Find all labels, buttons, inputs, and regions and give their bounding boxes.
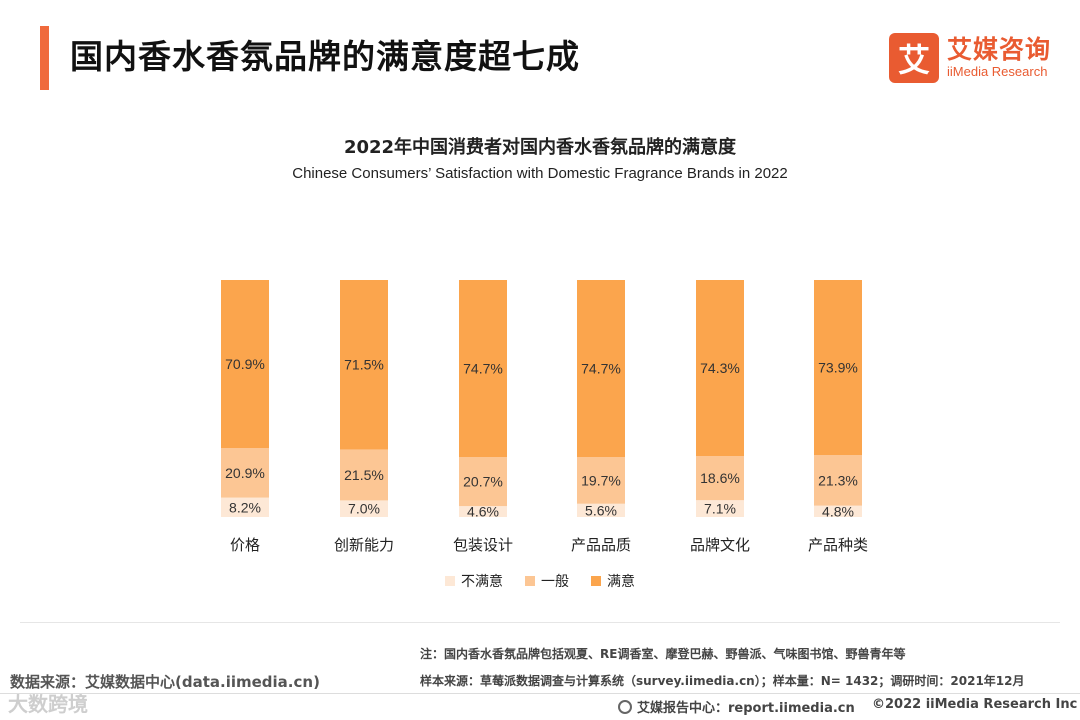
category-label-创新能力: 创新能力 [334,536,394,554]
chart-title: 2022年中国消费者对国内香水香氛品牌的满意度 [343,137,737,158]
data-label-满意-产品种类: 73.9% [818,360,858,376]
footnote: 注：国内香水香氛品牌包括观夏、RE调香室、摩登巴赫、野兽派、气味图书馆、野兽青年… [420,647,906,661]
bar-segment-一般-产品种类 [814,455,862,506]
iimedia-logo: 艾 艾媒咨询 iiMedia Research [889,33,1051,83]
chart-legend: 不满意 一般 满意 [0,571,1080,591]
bar-segment-不满意-产品品质 [577,503,625,517]
legend-swatch-unsatisfied [445,576,455,586]
data-label-一般-产品品质: 19.7% [581,472,621,488]
data-label-满意-包装设计: 74.7% [463,361,503,377]
logo-en: iiMedia Research [947,64,1048,79]
bar-segment-满意-创新能力 [340,280,388,450]
footer-divider [20,622,1060,623]
legend-swatch-satisfied [591,576,601,586]
category-label-产品种类: 产品种类 [808,536,868,554]
bar-segment-满意-包装设计 [459,280,507,458]
copyright: ©2022 iiMedia Research Inc [872,697,1078,712]
data-label-一般-创新能力: 21.5% [344,467,384,483]
chart-subtitle: Chinese Consumers’ Satisfaction with Dom… [292,165,788,182]
data-label-一般-品牌文化: 18.6% [700,470,740,486]
category-label-品牌文化: 品牌文化 [690,536,750,554]
bar-segment-一般-品牌文化 [696,456,744,501]
bottom-bar [0,693,1080,720]
bar-segment-不满意-产品种类 [814,505,862,517]
logo-text: 艾媒咨询 iiMedia Research [947,36,1051,80]
legend-label-satisfied: 满意 [607,574,635,590]
data-label-不满意-产品品质: 5.6% [585,502,617,518]
data-label-不满意-价格: 8.2% [229,499,261,515]
bar-segment-满意-品牌文化 [696,280,744,457]
data-label-一般-价格: 20.9% [225,465,265,481]
data-label-满意-价格: 70.9% [225,356,265,372]
bar-segment-一般-产品品质 [577,457,625,504]
data-label-不满意-品牌文化: 7.1% [704,501,736,517]
category-label-产品品质: 产品品质 [571,536,631,554]
data-source: 数据来源：艾媒数据中心(data.iimedia.cn) [10,673,320,691]
bar-segment-满意-价格 [221,280,269,449]
legend-label-unsatisfied: 不满意 [461,574,503,590]
bar-segment-不满意-价格 [221,497,269,517]
data-label-满意-品牌文化: 74.3% [700,360,740,376]
data-label-不满意-包装设计: 4.6% [467,504,499,520]
logo-cn: 艾媒咨询 [947,35,1052,64]
bar-segment-满意-产品种类 [814,280,862,456]
category-label-包装设计: 包装设计 [453,536,513,554]
title-accent-bar [40,26,49,90]
bar-segment-不满意-创新能力 [340,500,388,517]
category-label-价格: 价格 [230,536,260,554]
data-label-满意-产品品质: 74.7% [581,361,621,377]
bar-segment-一般-创新能力 [340,449,388,501]
legend-item-unsatisfied: 不满意 [445,571,503,591]
bar-segment-一般-包装设计 [459,457,507,507]
globe-icon [618,699,632,714]
report-center-link[interactable]: 艾媒报告中心：report.iimedia.cn [637,701,855,716]
bar-segment-不满意-包装设计 [459,506,507,517]
data-label-满意-创新能力: 71.5% [344,357,384,373]
data-label-不满意-产品种类: 4.8% [822,503,854,519]
legend-swatch-neutral [525,576,535,586]
bar-segment-不满意-品牌文化 [696,500,744,517]
bar-segment-满意-产品品质 [577,280,625,458]
data-label-一般-包装设计: 20.7% [463,474,503,490]
logo-mark-icon: 艾 [889,33,939,83]
legend-item-neutral: 一般 [525,571,569,591]
bar-segment-一般-价格 [221,448,269,498]
sample-info: 样本来源：草莓派数据调查与计算系统（survey.iimedia.cn）；样本量… [420,674,1025,688]
data-label-一般-产品种类: 21.3% [818,472,858,488]
watermark: 大数跨境 [8,692,88,716]
data-label-不满意-创新能力: 7.0% [348,501,380,517]
page-title: 国内香水香氛品牌的满意度超七成 [70,37,580,76]
legend-item-satisfied: 满意 [591,571,635,591]
legend-label-neutral: 一般 [541,574,569,590]
report-center[interactable]: 艾媒报告中心：report.iimedia.cn [618,697,855,716]
